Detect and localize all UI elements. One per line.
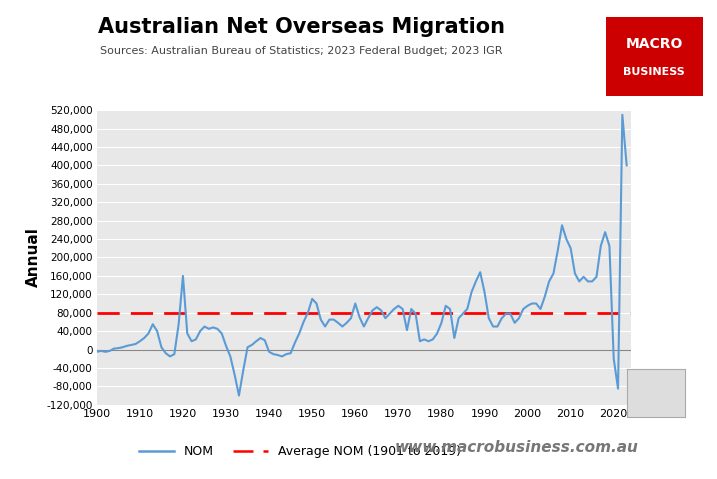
NOM (618, 112, 627, 118)
NOM (97, 348, 105, 354)
Text: Sources: Australian Bureau of Statistics; 2023 Federal Budget; 2023 IGR: Sources: Australian Bureau of Statistics… (100, 46, 503, 56)
NOM (92, 349, 101, 354)
NOM (329, 317, 338, 322)
NOM (403, 327, 412, 333)
NOM (191, 337, 200, 342)
Text: MACRO: MACRO (625, 37, 683, 51)
Legend: NOM, Average NOM (1901 to 2019): NOM, Average NOM (1901 to 2019) (134, 440, 465, 463)
Text: BUSINESS: BUSINESS (623, 67, 685, 77)
Text: Australian Net Overseas Migration: Australian Net Overseas Migration (98, 17, 505, 37)
NOM (622, 162, 631, 168)
Line: NOM: NOM (97, 115, 627, 396)
Y-axis label: Annual: Annual (26, 228, 41, 287)
NOM (234, 393, 243, 399)
NOM (252, 338, 260, 344)
NOM (127, 342, 136, 348)
Text: www.macrobusiness.com.au: www.macrobusiness.com.au (394, 440, 638, 455)
